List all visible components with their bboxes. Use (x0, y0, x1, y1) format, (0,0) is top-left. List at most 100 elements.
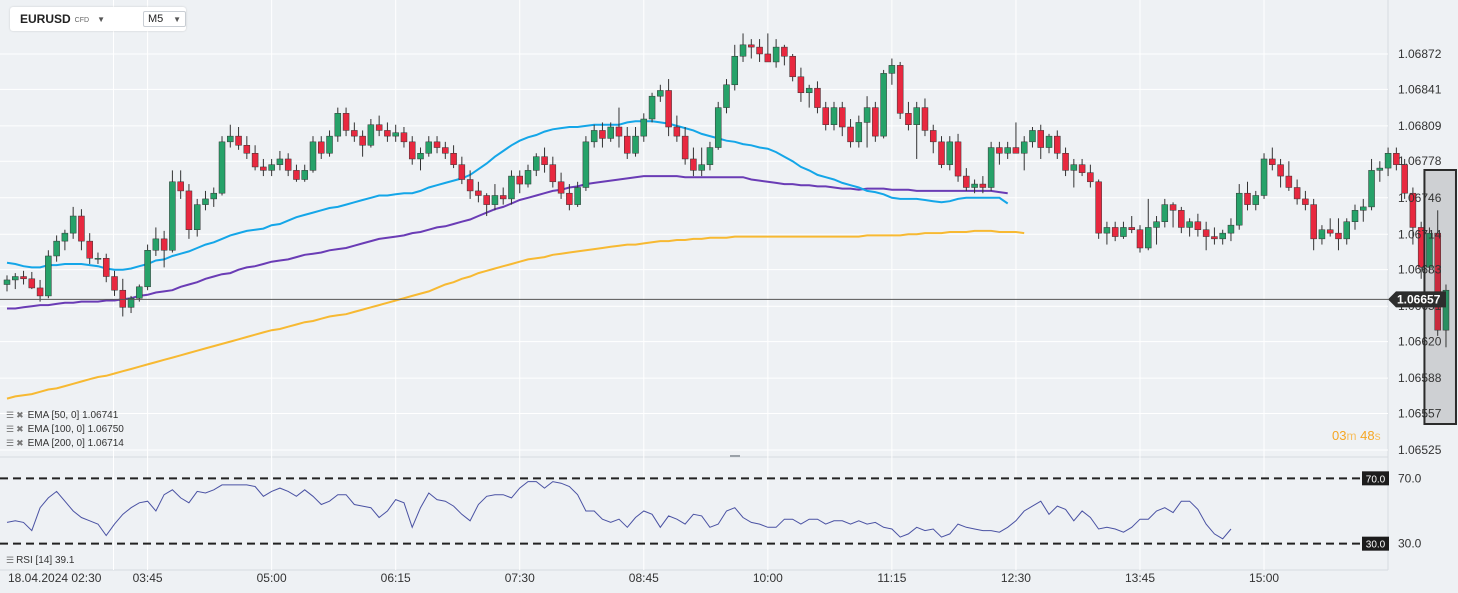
candle-body (814, 87, 821, 108)
candle-body (102, 258, 110, 277)
candle-body (425, 141, 433, 154)
candle-body (1260, 158, 1268, 196)
list-icon[interactable]: ☰ (6, 438, 15, 448)
candle (748, 39, 755, 59)
ema-50-line (6, 120, 1009, 271)
candle (979, 176, 987, 194)
candle-body (533, 156, 540, 171)
list-icon[interactable]: ☰ (6, 424, 15, 434)
timeframe-select[interactable]: M5 ▼ (142, 11, 186, 27)
candle (94, 252, 102, 264)
candle (1393, 147, 1400, 171)
candle (185, 184, 193, 239)
candle (1178, 206, 1185, 234)
candle-body (1384, 153, 1392, 169)
candle (1045, 133, 1053, 154)
candle-body (789, 55, 796, 78)
candle (781, 44, 788, 66)
candle-body (1145, 227, 1152, 249)
candle-body (94, 258, 102, 260)
legend-rsi[interactable]: ☰ RSI [14] 39.1 (6, 554, 74, 567)
candle (541, 147, 548, 173)
close-icon[interactable]: ✖ (16, 424, 24, 434)
candle (1128, 216, 1135, 234)
close-icon[interactable]: ✖ (16, 438, 24, 448)
candle (408, 136, 416, 165)
candle-body (53, 240, 60, 257)
candle (392, 124, 399, 142)
candle (334, 107, 342, 142)
candle-body (640, 118, 648, 137)
symbol-dropdown-icon[interactable]: ▼ (97, 14, 105, 24)
candle (351, 122, 358, 142)
candle-body (3, 279, 11, 285)
candle (243, 136, 251, 159)
candle-body (1227, 224, 1235, 234)
candle (640, 113, 648, 142)
candle (136, 284, 143, 302)
candle (1145, 198, 1152, 251)
candle (1004, 141, 1011, 159)
candle-body (475, 190, 482, 196)
candle-countdown: 03m 48s (1332, 428, 1381, 443)
candle-body (384, 130, 391, 137)
candle (293, 164, 300, 182)
candle-body (1054, 135, 1061, 154)
candle (905, 101, 912, 131)
candle-body (1062, 153, 1069, 171)
timer-minutes-unit: m (1346, 429, 1357, 443)
candle-body (979, 183, 987, 188)
candle (557, 172, 565, 199)
candle-body (648, 95, 656, 120)
legend-ema50[interactable]: ☰ ✖ EMA [50, 0] 1.06741 (6, 409, 118, 422)
symbol-label[interactable]: EURUSD (20, 12, 71, 26)
candle (805, 84, 813, 108)
candle-body (1153, 221, 1160, 228)
close-icon[interactable]: ✖ (16, 410, 24, 420)
candle-body (86, 240, 93, 259)
candle-body (954, 141, 962, 177)
candle (789, 53, 796, 82)
legend-ema100[interactable]: ☰ ✖ EMA [100, 0] 1.06750 (6, 423, 124, 436)
time-tick-label: 05:00 (257, 571, 287, 585)
candles (3, 33, 1450, 348)
candle-body (971, 183, 978, 188)
candle-body (797, 76, 805, 94)
candle-body (880, 73, 887, 137)
candle (690, 147, 697, 177)
overlay: 1.06657 (0, 169, 1457, 457)
candle-body (1169, 204, 1177, 211)
candle (822, 101, 829, 131)
candle (127, 295, 135, 314)
time-tick-label: 03:45 (133, 571, 163, 585)
candle-body (1070, 164, 1078, 171)
candle-body (177, 181, 184, 192)
candle-body (781, 46, 788, 57)
candle (1020, 136, 1028, 171)
candle (913, 101, 920, 159)
candle-body (1095, 181, 1102, 234)
rsi-level-label: 30.0 (1366, 540, 1386, 551)
list-icon[interactable]: ☰ (6, 410, 15, 420)
time-tick-label: 08:45 (629, 571, 659, 585)
candle (863, 96, 871, 148)
candle-body (1434, 232, 1441, 331)
candle (830, 101, 838, 131)
candle (227, 124, 234, 148)
legend-ema200[interactable]: ☰ ✖ EMA [200, 0] 1.06714 (6, 437, 124, 450)
candle (483, 193, 490, 217)
list-icon[interactable]: ☰ (6, 555, 15, 565)
candle (442, 141, 449, 159)
candle-body (624, 135, 631, 154)
candle (814, 81, 821, 114)
legend-label: EMA [200, 0] (27, 438, 85, 449)
candle-body (1244, 192, 1251, 205)
candle (1260, 153, 1268, 199)
candle (1012, 122, 1020, 154)
candle (797, 67, 805, 102)
timeframe-label: M5 (147, 13, 164, 25)
candle-body (251, 153, 259, 168)
candle-body (657, 90, 664, 97)
candle (996, 141, 1003, 165)
